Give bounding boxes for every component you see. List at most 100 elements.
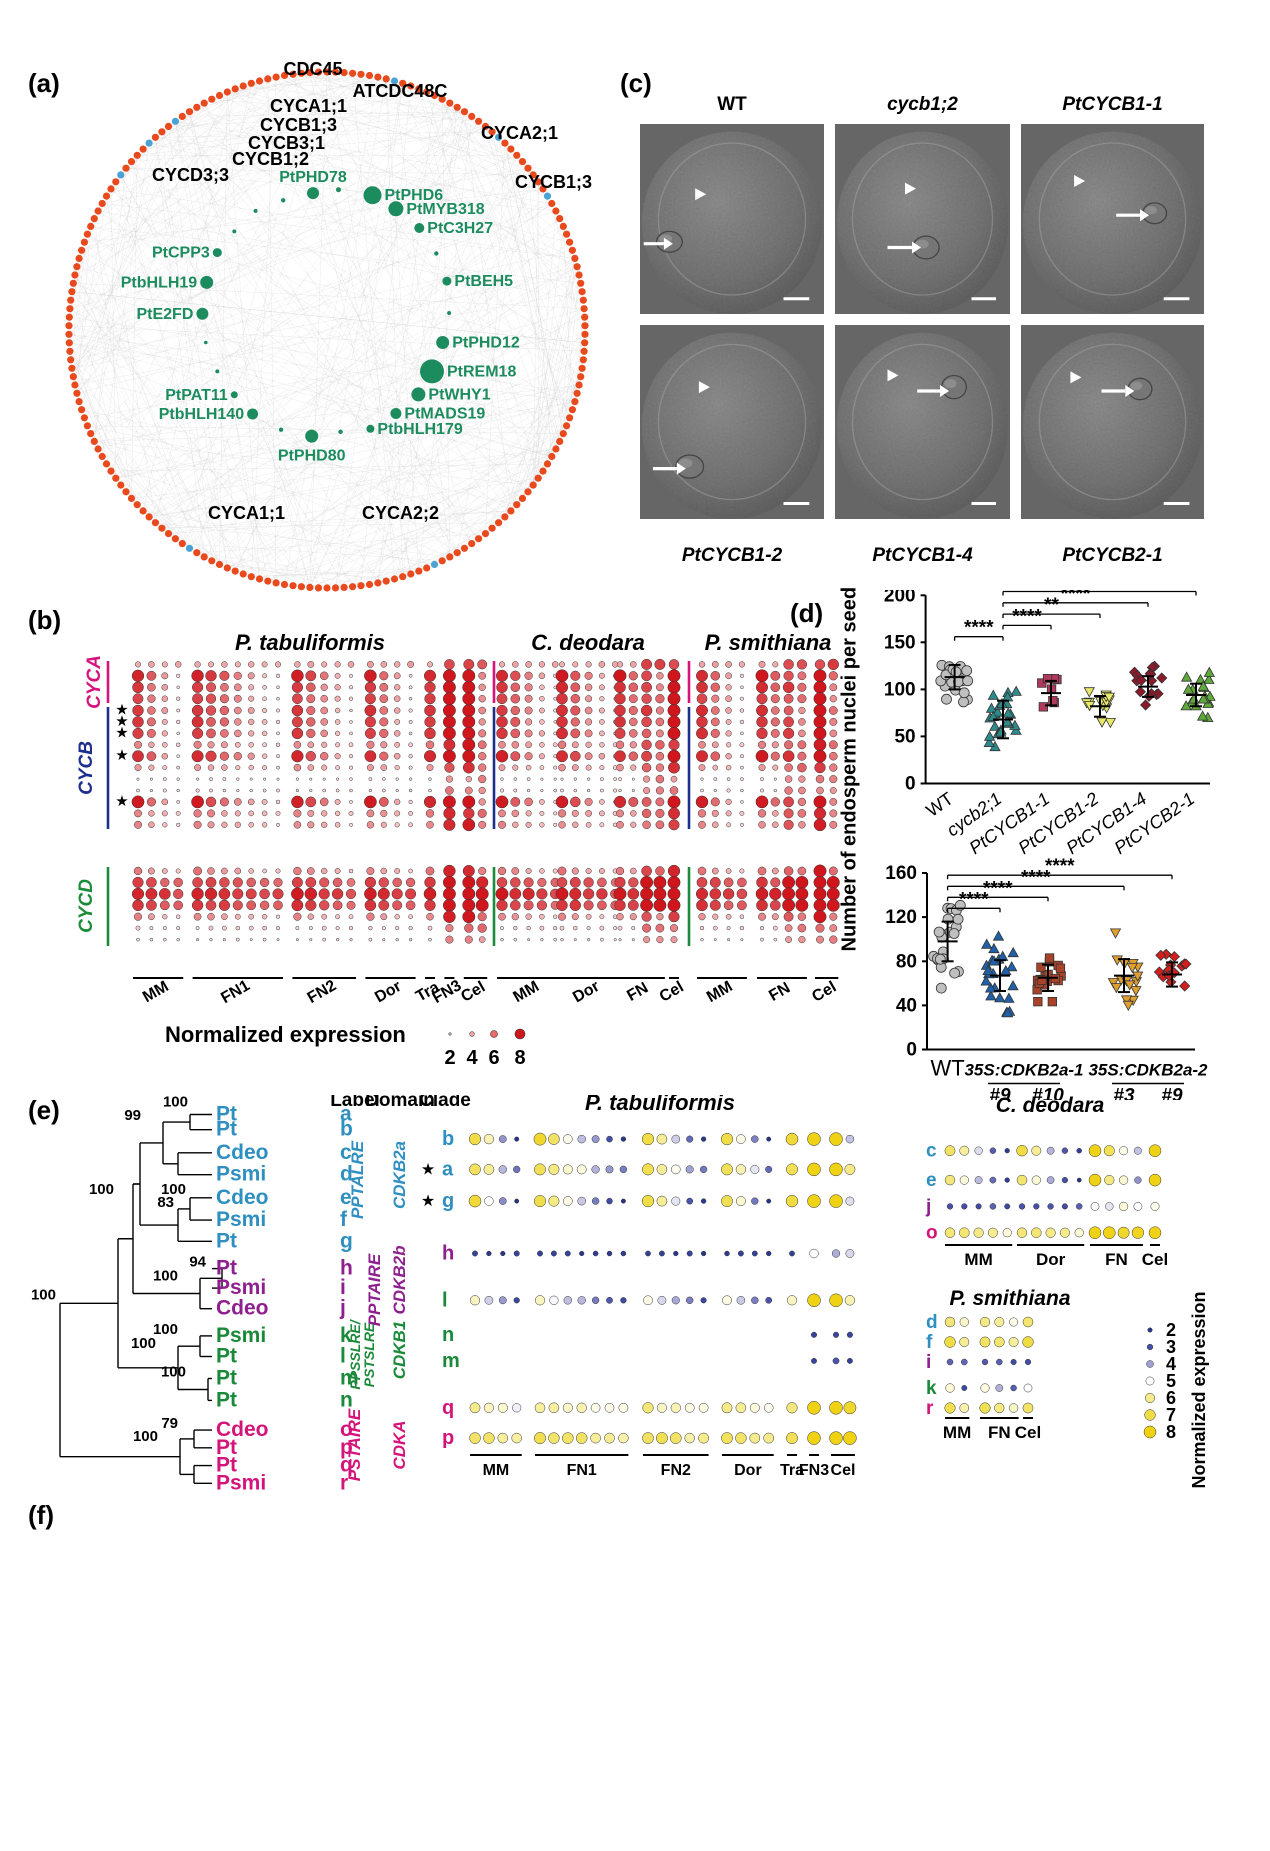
svg-text:P. tabuliformis: P. tabuliformis — [235, 630, 385, 655]
svg-text:6: 6 — [488, 1047, 499, 1069]
svg-text:CYCB1;2: CYCB1;2 — [232, 149, 309, 169]
svg-text:CYCD3;3: CYCD3;3 — [152, 165, 229, 185]
svg-text:Cdeo: Cdeo — [216, 1141, 269, 1164]
svg-text:100: 100 — [133, 1428, 158, 1445]
svg-text:Psmi: Psmi — [216, 1163, 266, 1186]
svg-text:PPTAIRE: PPTAIRE — [365, 1253, 384, 1326]
svg-text:PPTALRE: PPTALRE — [348, 1140, 367, 1219]
svg-text:PtCPP3: PtCPP3 — [152, 245, 210, 262]
svg-text:150: 150 — [884, 632, 916, 653]
svg-text:#9: #9 — [1161, 1086, 1183, 1101]
svg-text:★: ★ — [115, 793, 128, 810]
svg-text:PtPHD78: PtPHD78 — [279, 169, 347, 186]
svg-text:b: b — [340, 1118, 353, 1141]
svg-text:n: n — [340, 1388, 353, 1411]
svg-text:PtbHLH179: PtbHLH179 — [377, 421, 462, 438]
svg-text:**: ** — [1044, 595, 1059, 616]
svg-text:CYCB1;3: CYCB1;3 — [515, 172, 592, 192]
svg-text:PSTAIRE: PSTAIRE — [345, 1408, 364, 1481]
svg-text:★: ★ — [421, 1161, 435, 1178]
svg-text:Psmi: Psmi — [216, 1276, 266, 1299]
svg-text:★: ★ — [421, 1193, 435, 1210]
svg-text:CYCA2;2: CYCA2;2 — [362, 503, 439, 523]
svg-text:100: 100 — [153, 1267, 178, 1284]
svg-text:Pt: Pt — [216, 1345, 237, 1368]
svg-text:PtPHD12: PtPHD12 — [452, 335, 520, 352]
svg-text:Cel: Cel — [809, 979, 839, 1006]
svg-text:CYCA1;1: CYCA1;1 — [270, 96, 347, 116]
svg-text:Cel: Cel — [1142, 1250, 1168, 1269]
svg-text:g: g — [340, 1229, 353, 1252]
svg-text:b: b — [442, 1128, 454, 1150]
svg-text:CDC45: CDC45 — [283, 59, 342, 79]
svg-text:P. smithiana: P. smithiana — [950, 1287, 1071, 1310]
svg-text:r: r — [926, 1398, 934, 1419]
svg-text:Cel: Cel — [458, 979, 488, 1006]
svg-text:PtPHD80: PtPHD80 — [278, 448, 346, 465]
svg-text:PtE2FD: PtE2FD — [136, 306, 193, 323]
svg-text:100: 100 — [163, 1095, 188, 1111]
svg-text:Cel: Cel — [1015, 1423, 1041, 1442]
svg-text:94: 94 — [189, 1254, 206, 1271]
svg-text:100: 100 — [884, 679, 916, 700]
svg-text:PSTSLRE: PSTSLRE — [361, 1322, 377, 1387]
svg-text:j: j — [339, 1297, 346, 1320]
svg-text:#9: #9 — [989, 1086, 1011, 1101]
svg-text:f: f — [340, 1208, 348, 1231]
svg-text:100: 100 — [161, 1364, 186, 1381]
svg-text:e: e — [926, 1170, 937, 1191]
svg-text:Dor: Dor — [734, 1462, 762, 1479]
svg-text:2: 2 — [444, 1047, 455, 1069]
svg-text:Cdeo: Cdeo — [216, 1297, 269, 1320]
svg-text:PtWHY1: PtWHY1 — [428, 386, 490, 403]
svg-text:FN: FN — [766, 979, 793, 1004]
svg-text:FN1: FN1 — [218, 977, 253, 1007]
svg-text:CYCA: CYCA — [84, 655, 105, 709]
svg-text:35S:CDKB2a-1: 35S:CDKB2a-1 — [964, 1061, 1083, 1080]
svg-text:ATCDC48C: ATCDC48C — [353, 81, 448, 101]
svg-text:MM: MM — [511, 978, 543, 1006]
svg-text:m: m — [442, 1350, 460, 1372]
svg-text:CDKB1: CDKB1 — [390, 1321, 409, 1380]
svg-text:h: h — [442, 1243, 454, 1265]
svg-text:FN1: FN1 — [567, 1462, 597, 1479]
svg-text:WT: WT — [930, 1056, 964, 1081]
svg-text:Dor: Dor — [570, 978, 602, 1007]
svg-text:Cel: Cel — [657, 979, 687, 1006]
svg-text:Pt: Pt — [216, 1118, 237, 1141]
svg-text:120: 120 — [885, 907, 917, 928]
svg-text:PtC3H27: PtC3H27 — [427, 220, 493, 237]
svg-text:Pt: Pt — [216, 1388, 237, 1411]
svg-text:100: 100 — [89, 1181, 114, 1198]
svg-text:PtbHLH140: PtbHLH140 — [159, 406, 244, 423]
svg-text:l: l — [442, 1289, 448, 1311]
svg-text:50: 50 — [894, 726, 915, 747]
svg-text:p: p — [442, 1427, 454, 1449]
svg-text:79: 79 — [161, 1415, 178, 1432]
svg-text:83: 83 — [157, 1194, 174, 1211]
svg-text:#10: #10 — [1032, 1086, 1064, 1101]
svg-text:FN3: FN3 — [799, 1462, 829, 1479]
svg-text:Normalized expression: Normalized expression — [165, 1022, 406, 1047]
svg-text:#3: #3 — [1113, 1086, 1135, 1101]
svg-text:i: i — [340, 1276, 346, 1299]
svg-text:CDKA: CDKA — [390, 1420, 409, 1469]
svg-text:PtREM18: PtREM18 — [447, 363, 516, 380]
svg-text:FN: FN — [624, 979, 651, 1004]
svg-text:160: 160 — [885, 863, 917, 884]
svg-text:****: **** — [983, 878, 1013, 899]
svg-text:FN2: FN2 — [305, 977, 340, 1007]
svg-text:CYCA1;1: CYCA1;1 — [208, 503, 285, 523]
svg-text:200: 200 — [884, 590, 916, 606]
svg-text:c: c — [926, 1141, 937, 1162]
svg-text:i: i — [926, 1352, 931, 1373]
svg-text:CDKB2a: CDKB2a — [390, 1141, 409, 1209]
svg-text:MM: MM — [140, 978, 172, 1006]
svg-text:FN: FN — [1105, 1250, 1128, 1269]
svg-text:8: 8 — [1166, 1422, 1176, 1442]
svg-text:PtMYB318: PtMYB318 — [406, 201, 484, 218]
svg-text:8: 8 — [514, 1047, 525, 1069]
svg-text:j: j — [925, 1196, 931, 1217]
svg-text:****: **** — [1085, 590, 1115, 594]
svg-text:PtBEH5: PtBEH5 — [454, 273, 513, 290]
